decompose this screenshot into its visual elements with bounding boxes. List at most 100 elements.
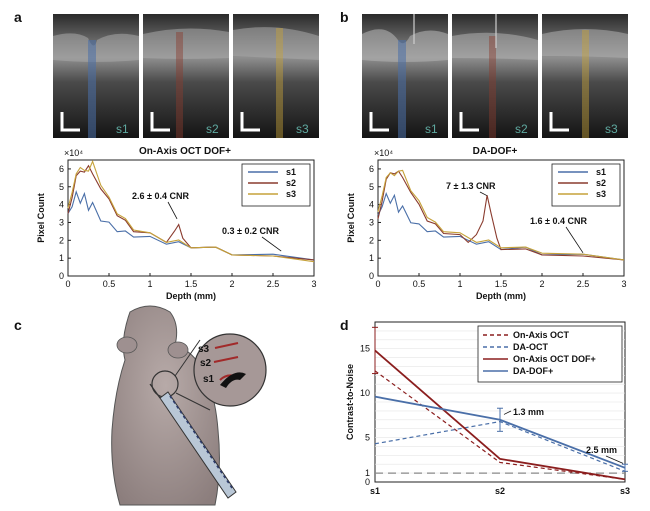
chart-b-annotation-1-arrow [565,226,584,254]
chart-a-ytick-5: 5 [59,182,64,192]
chart-a-ytick-6: 6 [59,164,64,174]
chart-a-annotation-1: 0.3 ± 0.2 CNR [222,226,279,236]
chart-b-xtick-3: 1.5 [495,279,508,289]
chart-a-ytick-0: 0 [59,271,64,281]
chart-b-ytick-1: 1 [369,253,374,263]
chart-b-depth-profile: DA-DOF+ ×10⁴ 0 0.5 1 1.5 2 2.5 3 0 1 2 3 4 5 6 Depth (mm… [346,146,627,301]
bscan-group-b: s1 s2 s3 [362,14,628,138]
chart-d-xtick-0: s1 [370,486,380,496]
bscan-label-a-s3: s3 [296,122,309,136]
chart-d-legend-label-2: On-Axis OCT DOF+ [513,354,596,364]
chart-b-legend-label-s1: s1 [596,167,606,177]
chart-d-annotation-1-arrow [605,455,624,464]
chart-b-xtick-5: 2.5 [577,279,590,289]
chart-a-legend-label-s3: s3 [286,189,296,199]
chart-a-multiplier: ×10⁴ [64,148,83,158]
chart-b-ylabel: Pixel Count [346,193,356,243]
chart-a-ytick-2: 2 [59,235,64,245]
chart-a-ytick-1: 1 [59,253,64,263]
chart-a-annotation-0-arrow [167,201,178,220]
zoom-line-bottom [175,392,211,411]
chart-a-ytick-3: 3 [59,217,64,227]
chart-a-series-s3 [67,159,315,263]
chart-b-ytick-5: 5 [369,182,374,192]
chart-d-ylabel: Contrast-to-Noise [345,364,355,440]
chart-b-xlabel: Depth (mm) [476,291,526,301]
chart-a-ylabel: Pixel Count [36,193,46,243]
bscan-label-a-s1: s1 [116,122,129,136]
site-line-s3 [214,342,239,349]
chart-d-annotation-0: 1.3 mm [513,407,544,417]
bscan-image-a-s3: s3 [233,14,319,138]
chart-b-multiplier: ×10⁴ [374,148,393,158]
chart-d-legend-label-0: On-Axis OCT [513,330,570,340]
chart-b-xtick-2: 1 [457,279,462,289]
chart-b-legend-label-s3: s3 [596,189,606,199]
chart-a-xtick-5: 2.5 [267,279,280,289]
chart-b-ytick-2: 2 [369,235,374,245]
chart-d-ytick-0: 0 [365,477,370,487]
chart-a-ytick-4: 4 [59,200,64,210]
bscan-image-a-s2: s2 [143,14,229,138]
chart-a-title: On-Axis OCT DOF+ [139,146,231,157]
chart-d-xtick-2: s3 [620,486,630,496]
chart-b-ytick-4: 4 [369,200,374,210]
bscan-image-b-s1: s1 [362,14,448,138]
bscan-label-b-s1: s1 [425,122,438,136]
chart-b-xtick-1: 0.5 [413,279,426,289]
chart-b-xtick-0: 0 [375,279,380,289]
chart-d-annotation-0-arrow [503,410,512,415]
chart-a-xtick-6: 3 [311,279,316,289]
panel-letter-a: a [14,9,22,25]
chart-b-series-s3 [377,169,625,261]
chart-a-legend-label-s1: s1 [286,167,296,177]
zoom-line-top [174,339,201,377]
chart-d-series-2 [374,349,626,481]
probe-tip-icon [220,372,246,388]
zoom-circle [193,333,267,407]
chart-d-xtick-1: s2 [495,486,505,496]
chart-b-legend-label-s2: s2 [596,178,606,188]
chart-b-title: DA-DOF+ [473,146,518,157]
chart-b-series-s2 [377,170,625,261]
bscan-image-b-s3: s3 [542,14,628,138]
chart-d-ytick-2: 5 [365,433,370,443]
mouse-label-s1: s1 [203,374,215,385]
site-line-s2 [213,356,239,363]
chart-d-legend-label-1: DA-OCT [513,342,548,352]
chart-d-ytick-4: 15 [360,344,370,354]
chart-d-legend-label-3: DA-DOF+ [513,366,553,376]
chart-b-ytick-0: 0 [369,271,374,281]
chart-a-xtick-0: 0 [65,279,70,289]
chart-b-xtick-6: 3 [621,279,626,289]
bscan-label-b-s3: s3 [605,122,618,136]
chart-b-annotation-1: 1.6 ± 0.4 CNR [530,216,587,226]
chart-b-legend [551,163,621,207]
chart-d-annotation-1: 2.5 mm [586,445,617,455]
chart-a-xtick-1: 0.5 [103,279,116,289]
chart-a-legend-label-s2: s2 [286,178,296,188]
panel-letter-d: d [340,317,349,333]
chart-b-annotation-0: 7 ± 1.3 CNR [446,181,496,191]
bscan-image-a-s1: s1 [53,14,139,138]
chart-b-annotation-0-arrow [479,191,488,197]
chart-d-legend [477,325,623,383]
chart-b-ytick-3: 3 [369,217,374,227]
bscan-label-b-s2: s2 [515,122,528,136]
chart-d-series-0 [374,370,626,480]
chart-d-series-3 [374,395,626,469]
chart-a-annotation-1-arrow [261,236,282,252]
mouse-label-s3: s3 [198,344,210,355]
mouse-label-s2: s2 [200,358,212,369]
mouse-ear-right [167,341,189,359]
chart-a-xtick-3: 1.5 [185,279,198,289]
panel-letter-b: b [340,9,349,25]
bscan-image-b-s2: s2 [452,14,538,138]
chart-a-depth-profile: On-Axis OCT DOF+ ×10⁴ 0 0.5 1 1.5 2 2.5 3 0 1 2 3 4 5 6… [36,146,317,301]
chart-a-xtick-2: 1 [147,279,152,289]
chart-a-xlabel: Depth (mm) [166,291,216,301]
bscan-group-a: s1 s2 s3 [53,14,319,138]
mouse-illustration: s3 s2 s1 [111,305,267,506]
chart-a-legend [241,163,311,207]
